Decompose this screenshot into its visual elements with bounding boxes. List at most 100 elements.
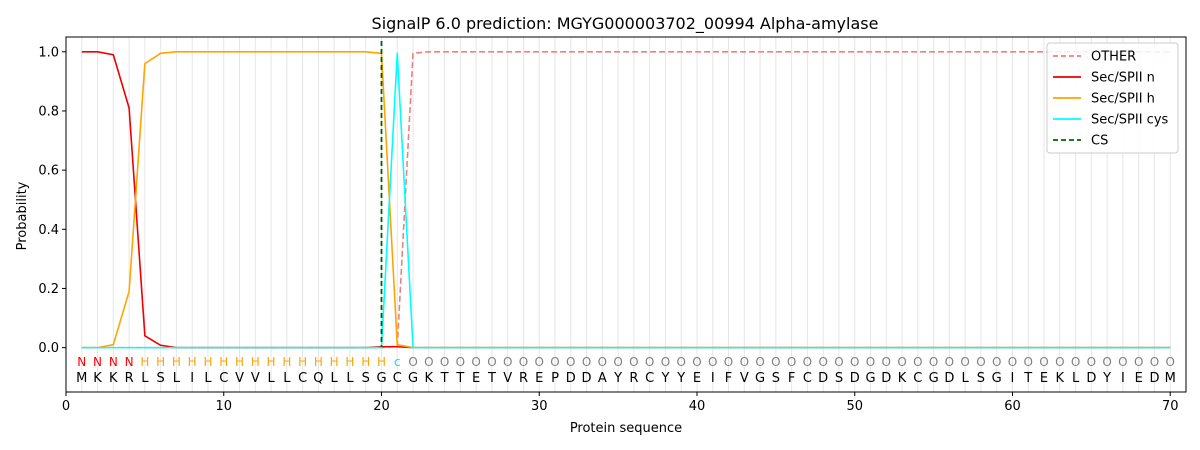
series-line-sec-spii-n — [81, 50, 1171, 349]
region-label: O — [676, 355, 685, 369]
region-label: H — [140, 355, 149, 369]
residue-letter: Y — [1102, 371, 1111, 386]
series-line-other — [81, 50, 1171, 349]
region-label: O — [992, 355, 1001, 369]
region-label: O — [803, 355, 812, 369]
region-label: O — [456, 355, 465, 369]
y-tick-label: 1.0 — [38, 45, 59, 60]
residue-letter: S — [772, 371, 780, 386]
region-label: H — [235, 355, 244, 369]
residue-letter: G — [992, 371, 1002, 386]
residue-letter: F — [788, 371, 795, 386]
series-line-sec-spii-cys — [81, 52, 1171, 349]
region-label: O — [535, 355, 544, 369]
region-label: O — [850, 355, 859, 369]
residue-letter: E — [472, 371, 480, 386]
region-label: O — [1024, 355, 1033, 369]
region-label: O — [960, 355, 969, 369]
residue-letter: R — [125, 371, 134, 386]
y-axis-label: Probability — [15, 181, 30, 250]
residue-letter: C — [298, 371, 307, 386]
residue-letter: I — [190, 371, 194, 386]
region-label: O — [1102, 355, 1111, 369]
region-label: N — [77, 355, 86, 369]
residue-letter: E — [1040, 371, 1048, 386]
region-label: O — [834, 355, 843, 369]
residue-letter: E — [693, 371, 701, 386]
residue-letter: M — [76, 371, 87, 386]
region-label: H — [188, 355, 197, 369]
residue-letter: L — [962, 371, 970, 386]
region-label: H — [203, 355, 212, 369]
residue-letter: P — [551, 371, 559, 386]
residue-letter: D — [944, 371, 954, 386]
region-label: O — [913, 355, 922, 369]
series-line-sec-spii-h — [81, 50, 1171, 349]
residue-letter: L — [331, 371, 339, 386]
residue-letter: G — [755, 371, 765, 386]
region-label: O — [708, 355, 717, 369]
residue-letter: Y — [613, 371, 622, 386]
residue-letter: V — [251, 371, 260, 386]
residue-letter: I — [711, 371, 715, 386]
region-label: H — [282, 355, 291, 369]
residue-letter: C — [645, 371, 654, 386]
region-label: O — [424, 355, 433, 369]
region-label: O — [929, 355, 938, 369]
residue-letter: I — [1121, 371, 1125, 386]
region-label: O — [1118, 355, 1127, 369]
region-label: N — [93, 355, 102, 369]
region-label: O — [882, 355, 891, 369]
region-label: O — [740, 355, 749, 369]
residue-letter: V — [235, 371, 244, 386]
residue-letter: G — [865, 371, 875, 386]
x-tick-label: 20 — [373, 399, 390, 414]
residue-letter: K — [93, 371, 102, 386]
region-label: O — [866, 355, 875, 369]
residue-letter: C — [803, 371, 812, 386]
residue-letter: L — [283, 371, 291, 386]
region-label: O — [629, 355, 638, 369]
residue-letter: T — [455, 371, 464, 386]
legend-entry: Sec/SPII h — [1091, 92, 1155, 107]
residue-letter: S — [977, 371, 985, 386]
residue-letter: D — [582, 371, 592, 386]
region-label: O — [724, 355, 733, 369]
region-label: O — [503, 355, 512, 369]
residue-letter: D — [566, 371, 576, 386]
residue-letter: E — [535, 371, 543, 386]
residue-letter: V — [740, 371, 749, 386]
region-label: O — [582, 355, 591, 369]
residue-letter: G — [408, 371, 418, 386]
legend-entry: Sec/SPII cys — [1091, 113, 1169, 128]
region-label: O — [771, 355, 780, 369]
residue-letter: Y — [660, 371, 669, 386]
y-tick-label: 0.2 — [38, 282, 59, 297]
region-label: H — [330, 355, 339, 369]
region-label: H — [172, 355, 181, 369]
chart-title: SignalP 6.0 prediction: MGYG000003702_00… — [372, 14, 879, 34]
residue-letter: F — [725, 371, 732, 386]
region-label: O — [692, 355, 701, 369]
region-label: O — [755, 355, 764, 369]
residue-letter: D — [1086, 371, 1096, 386]
region-label: O — [598, 355, 607, 369]
region-label: H — [314, 355, 323, 369]
residue-letter: G — [929, 371, 939, 386]
axes-frame — [65, 36, 1187, 393]
region-label: H — [298, 355, 307, 369]
region-label: c — [394, 355, 401, 369]
region-label: O — [661, 355, 670, 369]
region-label: O — [1039, 355, 1048, 369]
region-label: O — [645, 355, 654, 369]
region-label: O — [1008, 355, 1017, 369]
residue-letter: L — [1072, 371, 1080, 386]
region-label: H — [156, 355, 165, 369]
region-label: O — [818, 355, 827, 369]
residue-letter: C — [393, 371, 402, 386]
x-tick-label: 40 — [689, 399, 706, 414]
residue-letter: Y — [676, 371, 685, 386]
region-label: O — [613, 355, 622, 369]
region-label: N — [125, 355, 134, 369]
